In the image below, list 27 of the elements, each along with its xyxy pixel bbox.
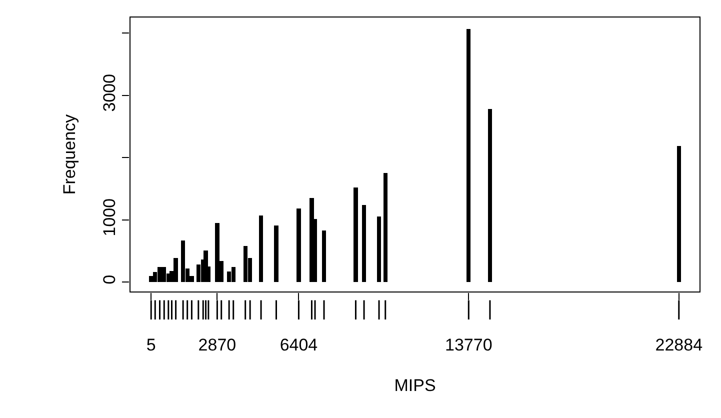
bar — [258, 215, 264, 282]
bar — [231, 267, 236, 282]
bar — [227, 271, 232, 282]
bar — [215, 222, 220, 282]
x-tick-label: 2870 — [198, 335, 236, 354]
bar — [676, 146, 681, 282]
bar — [383, 173, 388, 282]
bar — [322, 230, 326, 282]
bar — [296, 208, 301, 282]
x-tick-label: 13770 — [445, 335, 492, 354]
bar — [488, 109, 492, 282]
x-tick-label: 5 — [146, 335, 156, 354]
bar — [174, 258, 178, 282]
x-axis-title: MIPS — [394, 376, 436, 395]
bar — [181, 240, 186, 282]
bar — [149, 276, 154, 282]
y-tick-label: 3000 — [100, 74, 120, 112]
x-tick-label: 22884 — [655, 335, 703, 354]
x-tick-label: 6404 — [280, 335, 318, 354]
bar — [362, 204, 366, 282]
bar — [354, 187, 358, 282]
bar — [376, 216, 382, 282]
y-tick-label: 0 — [100, 274, 120, 284]
bar — [466, 28, 471, 282]
bar — [274, 225, 278, 282]
y-axis-title: Frequency — [60, 114, 79, 195]
y-tick-label: 1000 — [100, 198, 120, 236]
